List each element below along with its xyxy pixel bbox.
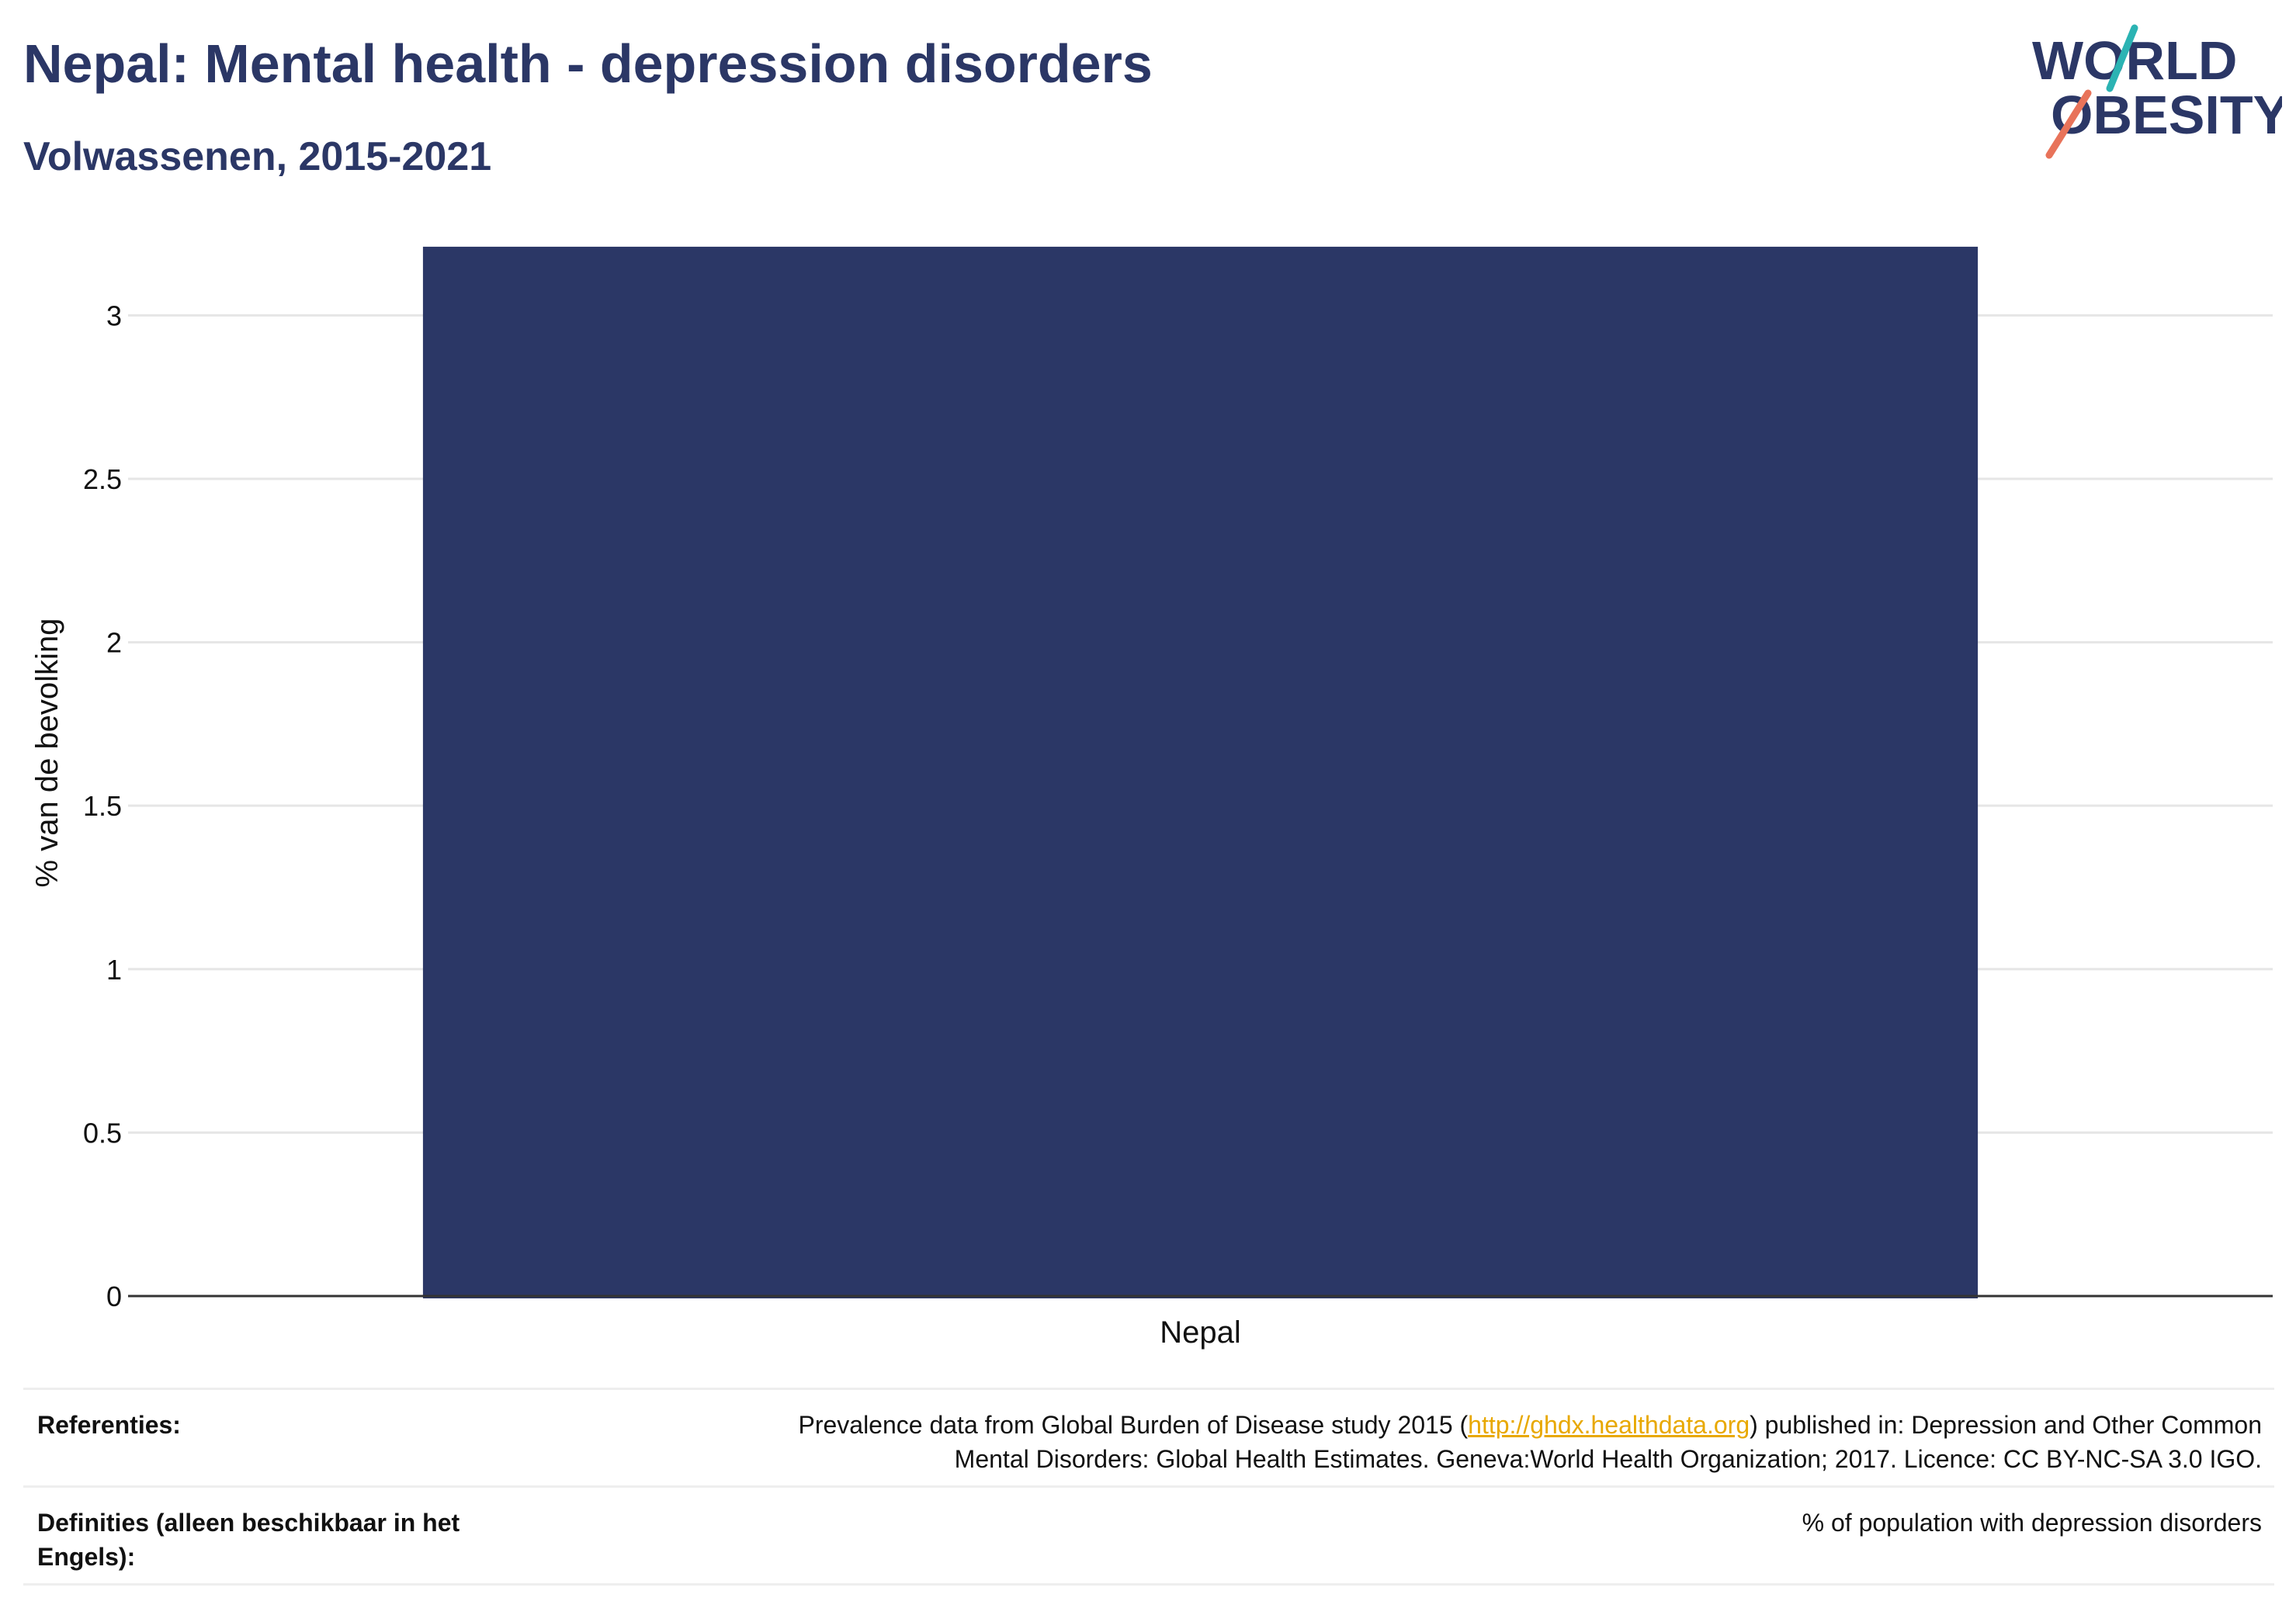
y-tick-label: 0.5 [83, 1117, 122, 1149]
chart-subtitle: Volwassenen, 2015-2021 [23, 134, 492, 179]
bar-nepal[interactable] [422, 246, 1979, 1299]
world-obesity-logo: WORLD OBESITY [2032, 24, 2282, 159]
x-tick-labels: Nepal [1160, 1315, 1241, 1350]
bar-chart: 0 0.5 1 1.5 2 2.5 3 Nepal % van de bevolking [30, 246, 2273, 1350]
logo-slash-top [2106, 24, 2138, 92]
logo-slash-bottom [2045, 89, 2092, 159]
references-post: ) published in: Depression and Other Com… [1750, 1411, 2262, 1439]
y-tick-label: 2 [106, 627, 122, 659]
footer-divider-middle [23, 1485, 2274, 1488]
y-axis-label: % van de bevolking [30, 619, 64, 888]
y-tick-label: 1 [106, 954, 122, 986]
references-line2: Mental Disorders: Global Health Estimate… [954, 1445, 2262, 1473]
definitions-text: % of population with depression disorder… [1802, 1509, 2262, 1537]
footer-divider-bottom [23, 1583, 2274, 1586]
chart-title: Nepal: Mental health - depression disord… [23, 33, 1153, 94]
logo-line1: WORLD [2032, 30, 2237, 91]
y-tick-label: 1.5 [83, 790, 122, 822]
y-tick-label: 2.5 [83, 463, 122, 495]
definitions-label: Definities (alleen beschikbaar in het En… [37, 1509, 460, 1571]
y-tick-label: 0 [106, 1281, 122, 1312]
bars [422, 246, 1979, 1299]
y-tick-labels: 0 0.5 1 1.5 2 2.5 3 [83, 300, 122, 1312]
y-tick-label: 3 [106, 300, 122, 331]
references-text: Prevalence data from Global Burden of Di… [632, 1408, 2262, 1476]
x-tick-label: Nepal [1160, 1315, 1241, 1350]
references-label: Referenties: [37, 1411, 181, 1439]
footer-divider-top [23, 1388, 2274, 1390]
references-pre: Prevalence data from Global Burden of Di… [798, 1411, 1469, 1439]
references-link[interactable]: http://ghdx.healthdata.org [1468, 1411, 1750, 1439]
